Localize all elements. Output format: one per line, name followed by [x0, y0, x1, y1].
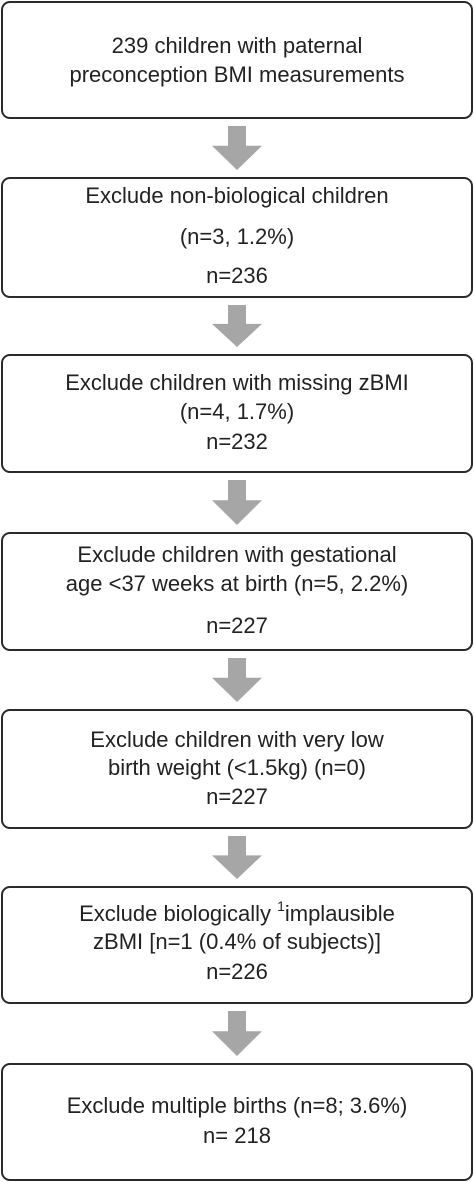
text-part: implausible [285, 901, 395, 926]
box-text: Exclude children with gestational [77, 542, 396, 567]
box-text: preconception BMI measurements [69, 62, 404, 87]
box-text: age <37 weeks at birth (n=5, 2.2%) [66, 571, 408, 596]
arrow [212, 836, 262, 879]
process-box [1, 532, 473, 651]
box-text: n=236 [206, 263, 268, 288]
box-text: 239 children with paternal [112, 33, 363, 58]
box-text: Exclude multiple births (n=8; 3.6%) [67, 1093, 408, 1118]
arrow [212, 126, 262, 170]
arrow [212, 480, 262, 525]
box-text: Exclude non-biological children [85, 183, 388, 208]
box-text: (n=3, 1.2%) [180, 224, 294, 249]
process-box [1, 177, 473, 298]
process-box [1, 1063, 473, 1181]
arrow [212, 305, 262, 347]
process-box [1, 886, 473, 1004]
text-part: Exclude biologically [79, 901, 271, 926]
box-text: (n=4, 1.7%) [180, 399, 294, 424]
process-box [1, 709, 473, 829]
box-text: Exclude children with missing zBMI [65, 370, 409, 395]
box-text: zBMI [n=1 (0.4% of subjects)] [93, 929, 381, 954]
box-text: n=227 [206, 784, 268, 809]
arrow [212, 658, 262, 702]
box-text: Exclude children with very low [90, 727, 384, 752]
arrow [212, 1011, 262, 1056]
box-text: n=232 [206, 429, 268, 454]
box-text: n=227 [206, 613, 268, 638]
superscript: 1 [277, 898, 285, 914]
process-box [1, 354, 473, 473]
box-text: Exclude biologically 1implausible [79, 898, 395, 926]
box-text: n=226 [206, 959, 268, 984]
box-text: birth weight (<1.5kg) (n=0) [108, 755, 366, 780]
box-text: n= 218 [203, 1123, 271, 1148]
process-box [1, 1, 473, 119]
